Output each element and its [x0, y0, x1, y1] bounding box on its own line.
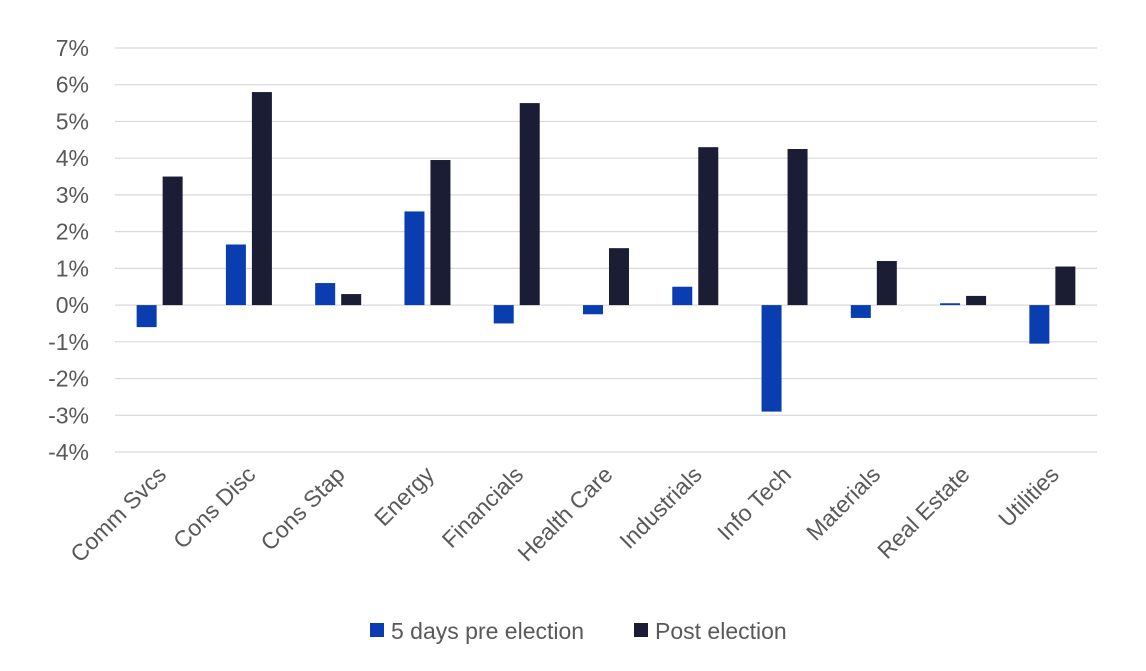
legend-swatch	[370, 623, 384, 637]
y-tick-label: 4%	[56, 145, 89, 171]
bar-post-election	[876, 261, 897, 306]
x-category-label: Health Care	[512, 461, 617, 566]
y-tick-label: -1%	[48, 329, 89, 355]
bar-pre-election	[850, 305, 871, 318]
x-category-label: Utilities	[993, 461, 1064, 532]
x-category-label: Cons Disc	[168, 461, 260, 553]
bar-pre-election	[672, 286, 693, 306]
bar-pre-election	[136, 305, 157, 328]
legend: 5 days pre election Post election	[370, 618, 787, 644]
x-category-label: Info Tech	[712, 461, 796, 545]
y-axis-tick-labels: 7% 6% 5% 4% 3% 2% 1% 0% -1% -2% -3% -4%	[48, 35, 89, 465]
bars	[136, 92, 1076, 412]
bar-post-election	[251, 92, 272, 306]
bar-pre-election	[1029, 305, 1050, 344]
y-tick-label: 0%	[56, 292, 89, 318]
bar-post-election	[1055, 266, 1076, 306]
bar-post-election	[162, 176, 183, 306]
y-tick-label: 7%	[56, 35, 89, 61]
bar-pre-election	[315, 283, 336, 306]
x-category-label: Financials	[437, 461, 529, 553]
bar-pre-election	[761, 305, 782, 412]
bar-post-election	[609, 248, 629, 306]
y-tick-label: -4%	[48, 439, 89, 465]
x-category-label: Cons Stap	[255, 461, 349, 555]
gridlines	[115, 47, 1097, 453]
bar-post-election	[966, 295, 987, 306]
legend-label: Post election	[655, 618, 787, 644]
y-tick-label: 2%	[56, 219, 89, 245]
bar-post-election	[341, 294, 362, 306]
x-category-label: Real Estate	[872, 461, 974, 563]
y-tick-label: 3%	[56, 182, 89, 208]
y-tick-label: -3%	[48, 402, 89, 428]
y-tick-label: -2%	[48, 366, 89, 392]
bar-post-election	[787, 149, 808, 306]
bar-post-election	[698, 147, 719, 306]
bar-pre-election	[225, 244, 246, 306]
legend-label: 5 days pre election	[391, 618, 584, 644]
x-category-label: Materials	[801, 461, 885, 545]
bar-post-election	[430, 160, 451, 306]
legend-swatch	[634, 623, 648, 637]
bar-pre-election	[493, 305, 514, 324]
bar-pre-election	[940, 303, 961, 306]
y-tick-label: 5%	[56, 108, 89, 134]
y-tick-label: 6%	[56, 72, 89, 98]
x-category-label: Energy	[369, 461, 439, 531]
bar-pre-election	[583, 305, 603, 315]
bar-pre-election	[404, 211, 425, 306]
bar-post-election	[519, 103, 540, 306]
y-tick-label: 1%	[56, 255, 89, 281]
x-category-label: Comm Svcs	[65, 461, 171, 567]
x-category-label: Industrials	[614, 461, 707, 554]
